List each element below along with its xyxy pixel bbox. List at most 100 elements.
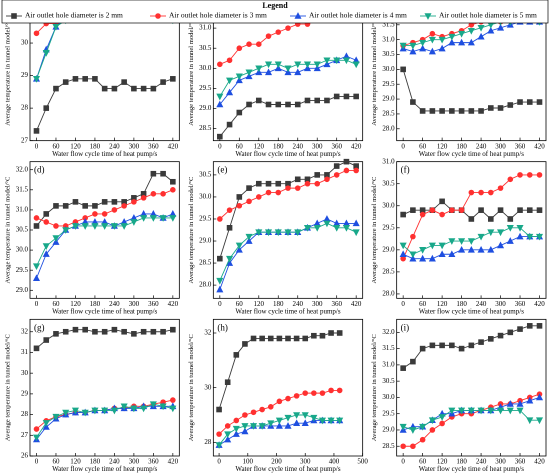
marker (91, 223, 99, 230)
marker (255, 180, 262, 187)
marker (410, 99, 416, 105)
marker (448, 407, 456, 415)
marker (313, 219, 321, 227)
marker (159, 215, 167, 222)
y-tick-label: 30.5 (199, 171, 212, 179)
legend-marker (11, 13, 17, 19)
marker (235, 242, 243, 250)
marker (439, 211, 445, 218)
x-axis-label: Water flow cycle time of heat pump/s (419, 307, 524, 315)
marker (150, 191, 157, 197)
marker (82, 203, 88, 209)
marker (285, 185, 291, 191)
marker (235, 73, 243, 81)
marker (224, 423, 231, 429)
marker (419, 247, 427, 254)
marker (467, 38, 475, 46)
y-tick-label: 32 (21, 327, 29, 335)
marker (409, 427, 417, 434)
marker (241, 427, 249, 435)
marker (478, 189, 484, 196)
x-tick-label: 180 (456, 458, 467, 466)
marker (32, 76, 41, 83)
y-tick-label: 28 (204, 438, 212, 446)
marker (409, 254, 417, 262)
y-tick-label: 29.5 (382, 223, 395, 231)
y-tick-label: 30.0 (382, 393, 395, 401)
marker (265, 33, 272, 39)
x-tick-label: 300 (495, 300, 506, 308)
marker (285, 25, 291, 31)
marker (53, 331, 59, 337)
x-tick-label: 240 (109, 300, 120, 308)
marker (224, 431, 232, 439)
marker (535, 417, 544, 425)
marker (477, 24, 485, 32)
x-tick-label: 180 (273, 300, 284, 308)
y-tick-label: 30 (21, 39, 29, 47)
y-tick-label: 31.0 (16, 206, 29, 214)
marker (507, 216, 514, 222)
marker (438, 250, 446, 258)
marker (336, 330, 343, 336)
marker (429, 30, 436, 37)
x-tick-label: 420 (534, 458, 545, 466)
marker (467, 407, 475, 415)
x-tick-label: 300 (495, 458, 506, 466)
x-tick-label: 0 (35, 458, 39, 466)
x-tick-label: 500 (357, 458, 368, 466)
marker (71, 407, 79, 415)
marker (72, 199, 79, 205)
marker (304, 97, 311, 104)
marker (448, 33, 456, 41)
marker (468, 342, 475, 349)
marker (92, 328, 98, 335)
marker (294, 61, 302, 69)
marker (448, 250, 456, 258)
marker (399, 242, 407, 250)
marker (311, 390, 317, 396)
marker (419, 44, 427, 52)
panel: 28.028.529.029.530.030.531.031.532.00601… (371, 3, 547, 158)
marker (169, 215, 177, 222)
marker (150, 170, 157, 177)
marker (516, 224, 524, 232)
marker (488, 105, 494, 111)
marker (140, 405, 148, 413)
marker (160, 79, 166, 85)
marker (216, 277, 224, 285)
marker (62, 409, 70, 417)
marker (121, 328, 127, 335)
marker (258, 423, 266, 430)
marker (419, 39, 427, 47)
marker (352, 229, 360, 237)
x-tick-label: 60 (419, 300, 427, 308)
marker (526, 396, 534, 404)
x-tick-label: 120 (70, 458, 81, 466)
marker (33, 426, 40, 432)
marker (265, 180, 272, 187)
marker (110, 407, 118, 415)
marker (42, 423, 50, 430)
marker (506, 400, 514, 407)
y-tick-label: 30 (204, 383, 212, 391)
marker (159, 403, 167, 411)
y-tick-label: 28.5 (382, 442, 395, 450)
marker (458, 108, 465, 114)
marker (449, 342, 455, 349)
y-tick-label: 30 (21, 369, 29, 377)
marker (294, 185, 301, 191)
y-tick-label: 30.0 (199, 64, 212, 72)
marker (535, 233, 544, 241)
marker (353, 93, 359, 100)
marker (246, 198, 252, 205)
x-tick-label: 360 (331, 300, 342, 308)
y-tick-label: 30.0 (382, 65, 395, 73)
y-tick-label: 31 (21, 348, 29, 356)
marker (468, 189, 475, 196)
marker (72, 326, 79, 333)
marker (429, 108, 436, 114)
x-tick-label: 0 (218, 142, 222, 150)
x-tick-label: 0 (218, 300, 222, 308)
